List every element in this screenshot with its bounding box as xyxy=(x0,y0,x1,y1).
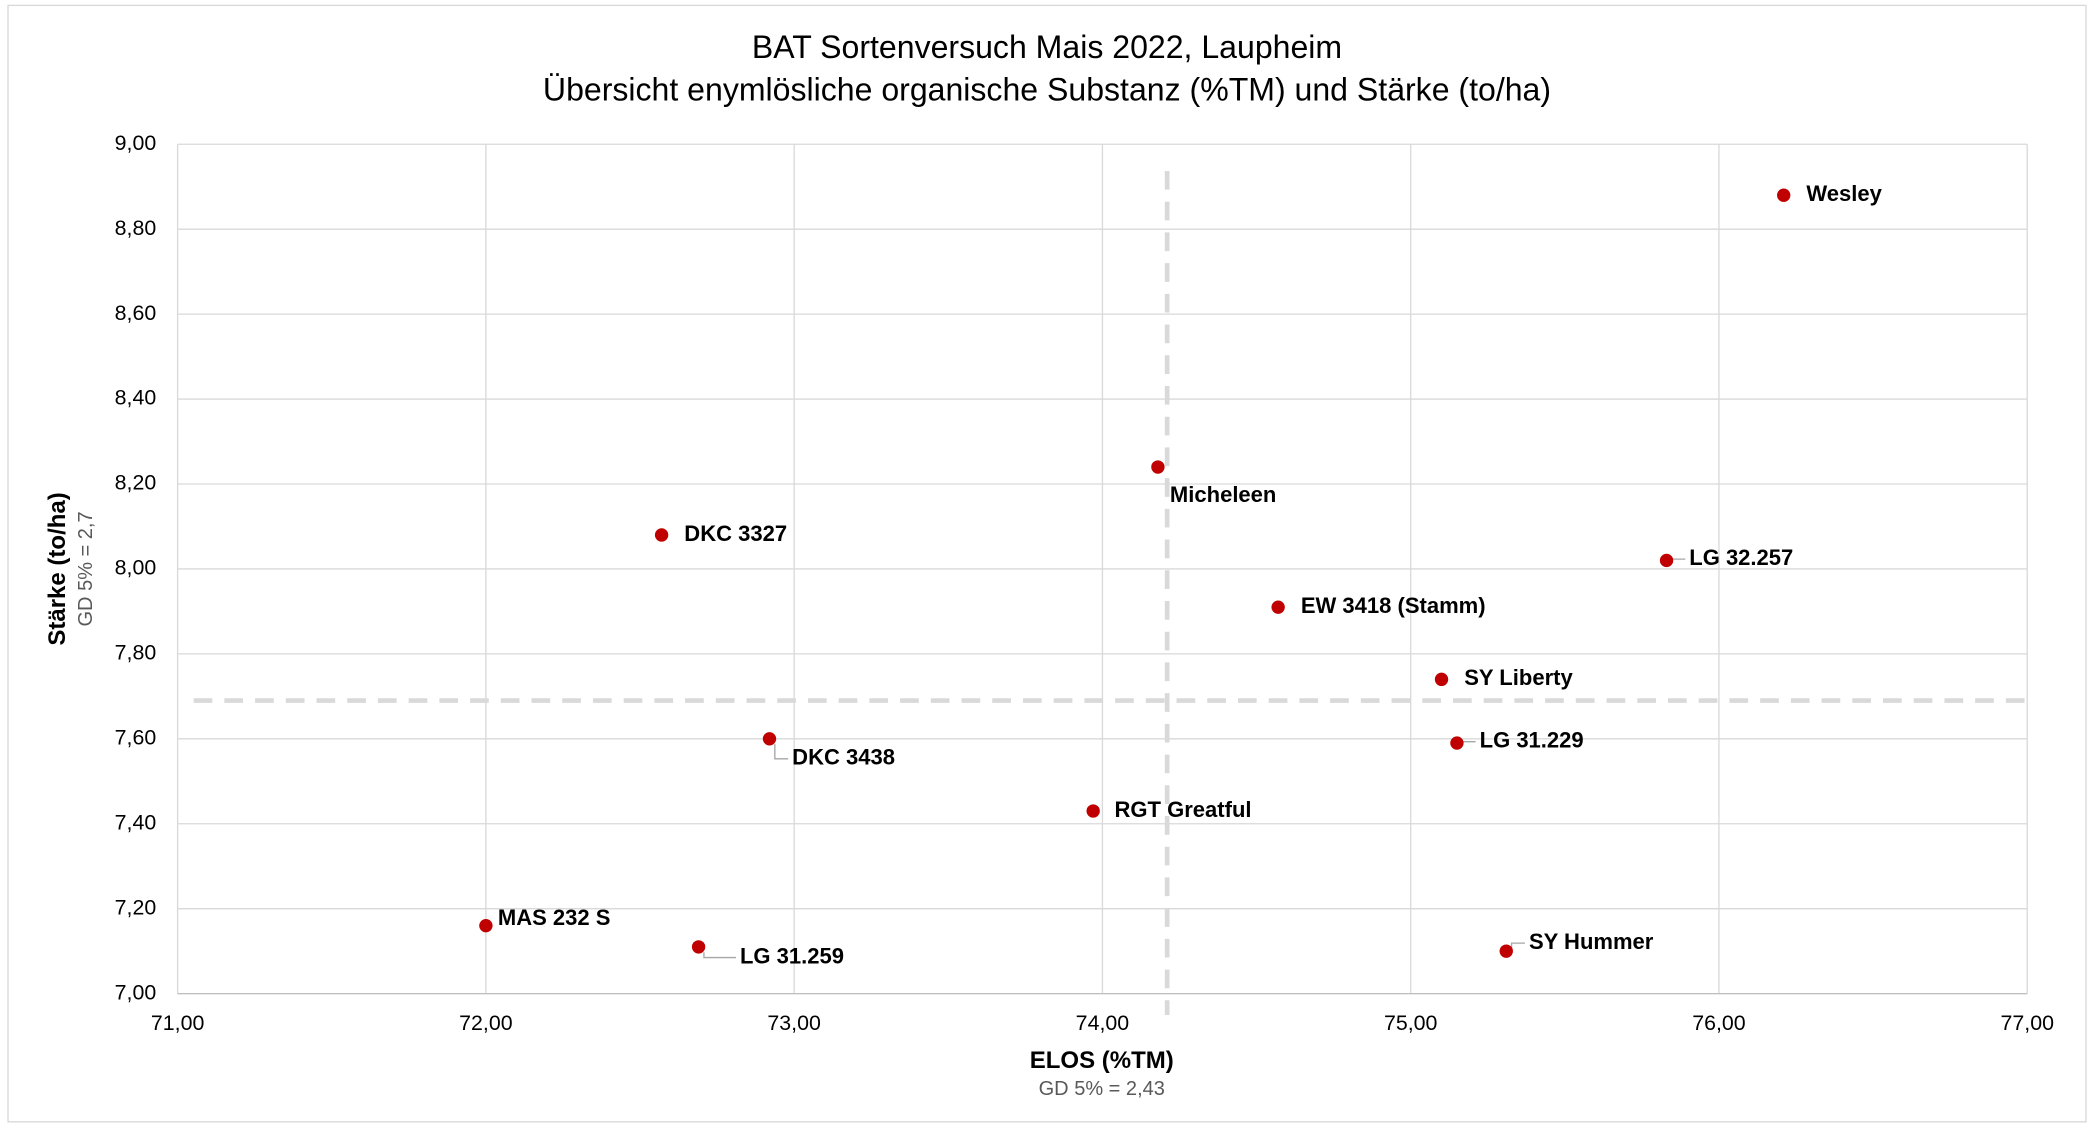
y-tick-label: 7,80 xyxy=(115,641,157,665)
x-tick-label: 77,00 xyxy=(2001,1011,2055,1035)
point xyxy=(762,732,777,746)
point xyxy=(1777,188,1791,202)
point xyxy=(1271,600,1285,614)
point xyxy=(1086,804,1100,818)
y-tick-label: 7,60 xyxy=(115,725,157,749)
point xyxy=(1499,944,1513,958)
x-tick-label: 73,00 xyxy=(767,1011,821,1035)
point xyxy=(691,940,706,954)
point-label: SY Hummer xyxy=(1529,929,1654,954)
x-tick-label: 72,00 xyxy=(459,1011,513,1035)
x-tick-label: 76,00 xyxy=(1692,1011,1746,1035)
point xyxy=(1450,736,1464,750)
point xyxy=(1434,672,1449,687)
point-label: LG 31.259 xyxy=(740,943,844,968)
point-label: SY Liberty xyxy=(1464,665,1573,690)
x-axis-label: ELOS (%TM) xyxy=(1030,1047,1174,1074)
y-tick-label: 7,40 xyxy=(115,810,157,834)
point-label: RGT Greatful xyxy=(1115,797,1252,822)
y-axis-note: GD 5% = 2,7 xyxy=(75,511,97,626)
point xyxy=(479,918,493,933)
y-tick-label: 8,80 xyxy=(115,216,157,240)
leader-line xyxy=(703,952,736,959)
leader-line xyxy=(774,744,789,760)
point xyxy=(1151,460,1165,474)
y-tick-label: 8,20 xyxy=(115,471,157,495)
y-tick-label: 7,00 xyxy=(115,980,157,1004)
y-tick-label: 9,00 xyxy=(115,131,157,155)
point-label: Wesley xyxy=(1806,181,1882,206)
point-label: MAS 232 S xyxy=(498,905,611,930)
point xyxy=(1659,553,1674,568)
point-label: LG 31.229 xyxy=(1480,728,1584,753)
chart-frame xyxy=(7,4,2087,1123)
point-label: LG 32.257 xyxy=(1689,545,1793,570)
y-tick-label: 8,60 xyxy=(115,301,157,325)
y-tick-label: 8,00 xyxy=(115,556,157,580)
point-label: DKC 3438 xyxy=(792,745,895,770)
x-axis-note: GD 5% = 2,43 xyxy=(1039,1078,1165,1100)
point-label: DKC 3327 xyxy=(684,521,787,546)
y-tick-label: 7,20 xyxy=(115,895,157,919)
point-label: EW 3418 (Stamm) xyxy=(1301,593,1486,618)
chart-subtitle: Übersicht enymlösliche organische Substa… xyxy=(543,72,1551,108)
y-tick-label: 8,40 xyxy=(115,386,157,410)
x-tick-label: 74,00 xyxy=(1076,1011,1130,1035)
point xyxy=(654,528,669,542)
x-tick-label: 71,00 xyxy=(151,1011,205,1035)
x-tick-label: 75,00 xyxy=(1384,1011,1438,1035)
point-label: Micheleen xyxy=(1170,482,1276,507)
chart-title: BAT Sortenversuch Mais 2022, Laupheim xyxy=(752,29,1342,65)
y-axis-label: Stärke (to/ha) xyxy=(44,492,71,645)
